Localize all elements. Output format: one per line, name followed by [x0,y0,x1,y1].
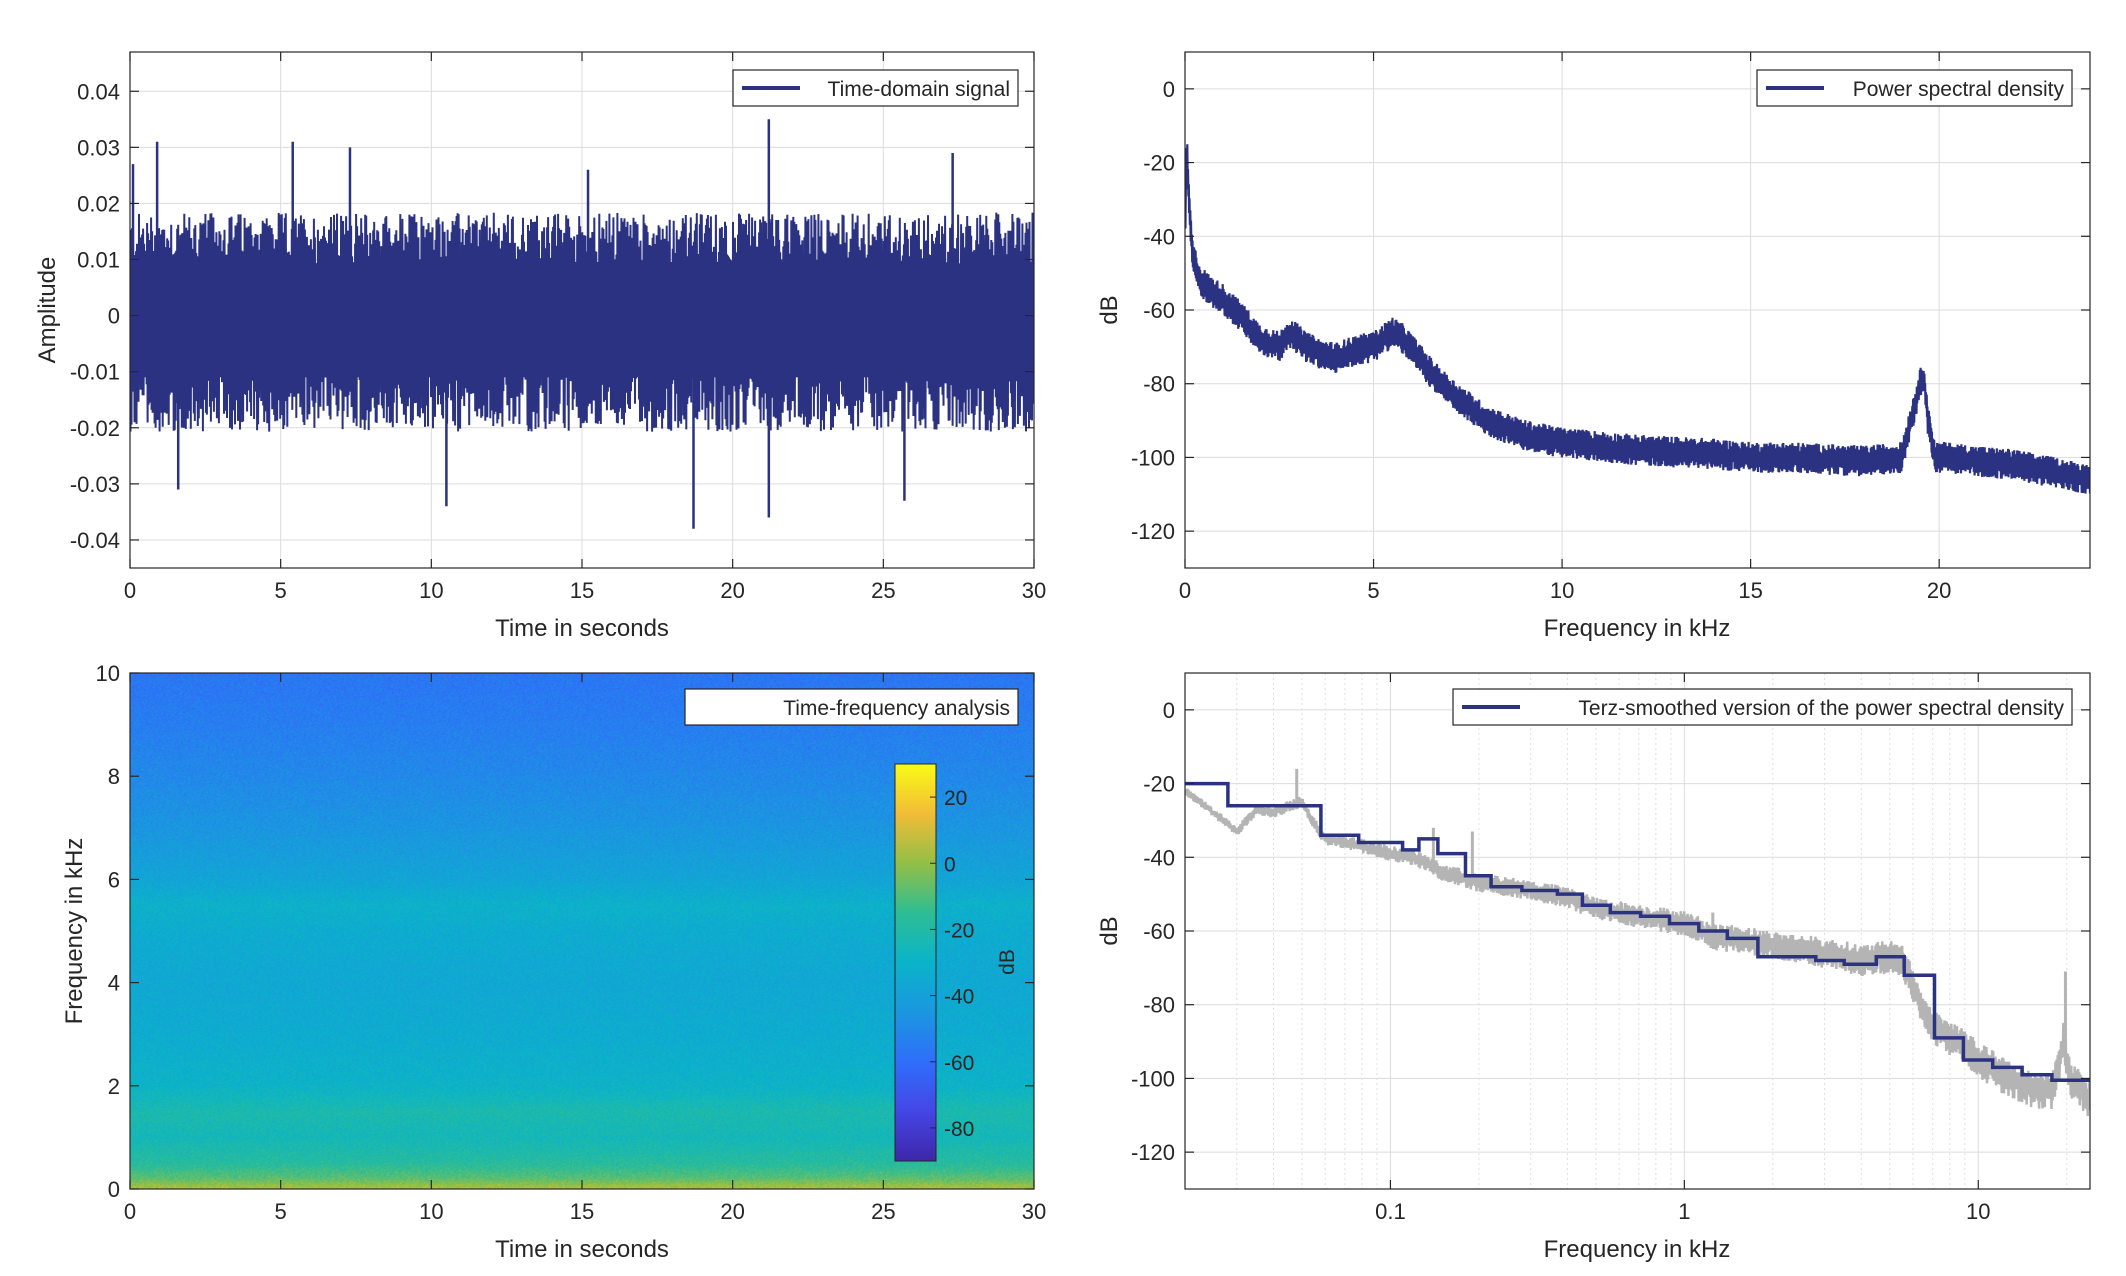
ytick-label-p2-0: -120 [1131,519,1175,544]
xtick-label-p1-3: 15 [570,578,594,603]
xtick-label-p1-0: 0 [124,578,136,603]
xtick-label-p2-4: 20 [1927,578,1951,603]
ytick-label-p3-2: 4 [108,971,120,996]
xtick-label-p4-0: 0.1 [1375,1199,1406,1224]
panel-terz: 0.1 1 10 -120 -100 -80 -60 -40 -20 0 Frequency in… [1096,672,2091,1263]
xtick-label-p4-1: 1 [1678,1199,1690,1224]
panel-spectrogram: 0 5 10 15 20 25 30 0 2 4 6 8 10 Time in seconds Freq… [61,661,1046,1263]
colorbar-tick-label-2: -40 [944,986,974,1009]
xtick-label-p2-1: 5 [1367,578,1379,603]
colorbar-ticks: -80 -60 -40 -20 0 20 [930,787,974,1141]
ytick-label-p3-1: 2 [108,1074,120,1099]
colorbar-tick-label-3: -20 [944,919,974,942]
series-power-spectral-density [1185,144,2090,494]
ytick-label-p4-0: -120 [1131,1140,1175,1165]
ytick-label-p3-0: 0 [108,1177,120,1202]
legend-box-terz [1452,688,2073,726]
axes-terz: 0.1 1 10 -120 -100 -80 -60 -40 -20 0 [1131,672,2091,1224]
raw-psd-line [1185,788,2090,1117]
axes-spectrogram: 0 5 10 15 20 25 30 0 2 4 6 8 10 [96,661,1047,1224]
ytick-label-p4-1: -100 [1131,1066,1175,1091]
legend-label-spectrogram: Time-frequency analysis [783,697,1010,720]
ytick-label-p2-5: -20 [1143,151,1175,176]
xtick-label-p3-1: 5 [275,1199,287,1224]
xlabel-spectrogram: Time in seconds [495,1236,669,1263]
ylabel-time-domain: Amplitude [34,257,61,364]
xlabel-time-domain: Time in seconds [495,615,669,642]
spectrogram-image [130,673,1034,1189]
xtick-label-p1-1: 5 [275,578,287,603]
ytick-label-p1-7: 0.03 [77,135,120,160]
ytick-label-p2-4: -40 [1143,224,1175,249]
colorbar-tick-label-1: -60 [944,1052,974,1075]
xtick-label-p1-4: 20 [720,578,744,603]
ytick-label-p2-6: 0 [1163,77,1175,102]
time-signal-core [130,265,1034,378]
xtick-label-p3-3: 15 [570,1199,594,1224]
ylabel-terz: dB [1096,916,1123,945]
xtick-label-p4-2: 10 [1966,1199,1990,1224]
ytick-label-p1-4: 0 [108,304,120,329]
ytick-label-p1-2: -0.02 [70,416,120,441]
ytick-label-p4-6: 0 [1163,698,1175,723]
xlabel-terz: Frequency in kHz [1544,1236,1731,1263]
xtick-label-p3-0: 0 [124,1199,136,1224]
legend-terz: Terz-smoothed version of the power spect… [1452,688,2073,726]
legend-label-time-domain: Time-domain signal [828,78,1010,101]
legend-label-psd: Power spectral density [1853,78,2065,101]
ytick-label-p1-5: 0.01 [77,248,120,273]
colorbar: -80 -60 -40 -20 0 20 dB [894,763,1019,1162]
panel-psd: 0 5 10 15 20 -120 -100 -80 -60 -40 -20 0 Frequency … [1096,51,2091,642]
ytick-label-p3-3: 6 [108,867,120,892]
ytick-label-p4-2: -80 [1143,993,1175,1018]
colorbar-label: dB [996,949,1019,975]
xtick-label-p3-4: 20 [720,1199,744,1224]
ytick-label-p2-2: -80 [1143,372,1175,397]
ytick-label-p3-5: 10 [96,661,120,686]
ytick-label-p1-6: 0.02 [77,191,120,216]
ylabel-psd: dB [1096,295,1123,324]
terz-smoothed-line [1185,781,2090,1083]
xlabel-psd: Frequency in kHz [1544,615,1731,642]
legend-label-terz: Terz-smoothed version of the power spect… [1578,697,2064,720]
legend-spectrogram: Time-frequency analysis [684,688,1019,726]
legend-psd: Power spectral density [1756,69,2073,107]
ytick-label-p4-4: -40 [1143,845,1175,870]
ytick-label-p1-8: 0.04 [77,79,120,104]
legend-time-domain: Time-domain signal [732,69,1019,107]
colorbar-tick-label-0: -80 [944,1118,974,1141]
ytick-label-p4-5: -20 [1143,772,1175,797]
gridlines-terz [1185,673,2090,1189]
ytick-label-p1-1: -0.03 [70,472,120,497]
xtick-label-p1-2: 10 [419,578,443,603]
ylabel-spectrogram: Frequency in kHz [61,838,88,1025]
axes-psd: 0 5 10 15 20 -120 -100 -80 -60 -40 -20 0 [1131,51,2091,603]
ytick-label-p1-0: -0.04 [70,528,120,553]
xtick-label-p1-5: 25 [871,578,895,603]
xtick-label-p3-6: 30 [1022,1199,1046,1224]
colorbar-gradient [894,763,937,1162]
xtick-label-p2-0: 0 [1179,578,1191,603]
panel-time-domain: 0 5 10 15 20 25 30 -0.04 -0.03 -0.02 -0.01 0 0.01 0.0… [34,51,1046,642]
colorbar-tick-label-5: 20 [944,787,967,810]
series-terz [1185,768,2090,1117]
ytick-label-p2-3: -60 [1143,298,1175,323]
xtick-label-p1-6: 30 [1022,578,1046,603]
spectrogram-canvas [130,673,1034,1189]
xtick-label-p2-3: 15 [1738,578,1762,603]
series-time-domain-signal [130,119,1034,529]
ytick-label-p2-1: -100 [1131,445,1175,470]
psd-line [1185,144,2090,494]
xtick-label-p2-2: 10 [1550,578,1574,603]
legend-box-spectrogram [684,688,1019,726]
colorbar-tick-label-4: 0 [944,853,956,876]
ytick-label-p4-3: -60 [1143,919,1175,944]
ytick-label-p3-4: 8 [108,764,120,789]
ytick-label-p1-3: -0.01 [70,360,120,385]
xtick-label-p3-2: 10 [419,1199,443,1224]
axes-time-domain: 0 5 10 15 20 25 30 -0.04 -0.03 -0.02 -0.01 0 0.01 0.0… [70,51,1046,603]
xtick-label-p3-5: 25 [871,1199,895,1224]
